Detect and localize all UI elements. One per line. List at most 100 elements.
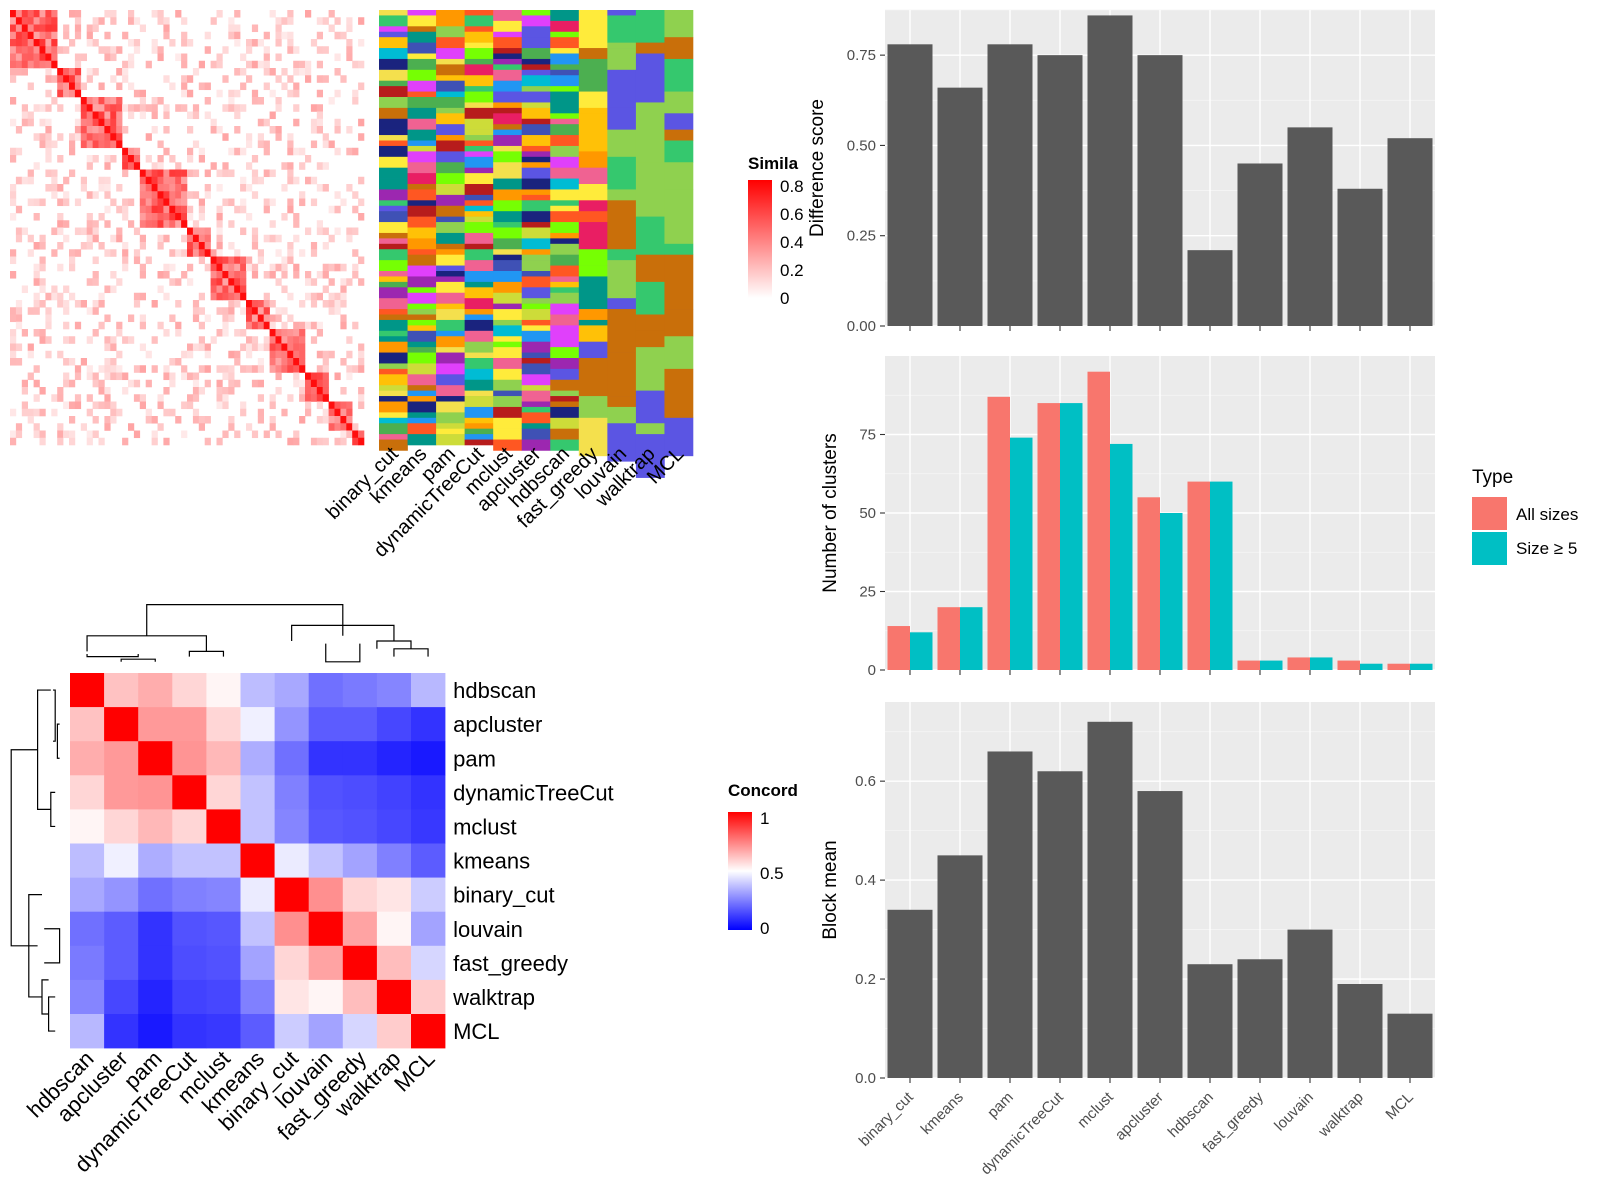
similarity-cell: [187, 191, 194, 199]
membership-cell: [436, 15, 465, 27]
similarity-cell: [63, 379, 70, 388]
concordance-cell: [376, 843, 412, 878]
similarity-cell: [15, 205, 23, 214]
similarity-cell: [157, 401, 164, 410]
similarity-cell: [169, 205, 176, 214]
similarity-cell: [293, 358, 300, 366]
similarity-cell: [27, 82, 34, 91]
membership-cell: [379, 37, 408, 49]
similarity-cell: [305, 408, 312, 417]
similarity-cell: [163, 147, 170, 156]
membership-cell: [379, 26, 408, 33]
similarity-cell: [92, 191, 99, 199]
similarity-cell: [10, 46, 17, 54]
similarity-cell: [187, 147, 194, 156]
similarity-cell: [281, 365, 288, 373]
membership-cell: [550, 417, 580, 429]
similarity-cell: [346, 234, 353, 243]
membership-cell: [464, 260, 494, 272]
similarity-cell: [63, 307, 70, 315]
membership-cell: [407, 64, 437, 71]
similarity-cell: [86, 31, 93, 40]
similarity-cell: [181, 350, 188, 359]
similarity-cell: [334, 416, 341, 424]
concordance-cell: [274, 877, 309, 912]
similarity-cell: [145, 220, 152, 228]
similarity-cell: [346, 184, 353, 192]
similarity-cell: [210, 278, 217, 286]
y-tick-label: 0.6: [855, 773, 876, 790]
similarity-cell: [187, 343, 194, 352]
similarity-cell: [151, 205, 158, 214]
bar: [1360, 663, 1383, 670]
dendrogram-branch: [56, 723, 60, 759]
similarity-cell: [275, 133, 282, 141]
similarity-cell: [33, 53, 40, 62]
similarity-cell: [128, 220, 135, 228]
bar: [1137, 497, 1160, 670]
similarity-cell: [104, 111, 111, 120]
similarity-cell: [133, 39, 141, 47]
similarity-cell: [246, 423, 253, 431]
membership-cell: [493, 69, 523, 81]
membership-cell: [464, 298, 494, 310]
membership-cell: [436, 205, 465, 217]
concordance-top-dendrogram: [86, 604, 429, 663]
similarity-cell: [192, 227, 200, 236]
membership-cell: [379, 298, 408, 310]
similarity-cell: [222, 292, 229, 301]
concordance-cell: [240, 911, 275, 947]
similarity-cell: [86, 278, 93, 286]
membership-cell: [521, 303, 551, 310]
similarity-cell: [216, 437, 223, 446]
similarity-cell: [228, 271, 235, 279]
concordance-cell: [342, 775, 378, 810]
membership-cell: [407, 107, 437, 120]
similarity-cell: [145, 133, 152, 141]
bar: [1387, 663, 1410, 670]
similarity-cell: [328, 408, 335, 417]
similarity-cell: [322, 133, 329, 141]
membership-cell: [464, 42, 494, 49]
similarity-cell: [157, 213, 164, 221]
membership-cell: [464, 31, 494, 43]
similarity-cell: [287, 205, 294, 214]
similarity-cell: [181, 372, 188, 381]
similarity-cell: [204, 379, 211, 388]
similarity-cell: [198, 249, 205, 257]
similarity-cell: [92, 307, 99, 315]
similarity-cell: [128, 423, 135, 431]
similarity-cell: [175, 104, 182, 112]
membership-cell: [379, 232, 408, 239]
similarity-cell: [104, 416, 111, 424]
similarity-cell: [346, 430, 353, 439]
membership-cell: [550, 20, 580, 33]
similarity-cell: [275, 234, 282, 243]
membership-cell: [550, 31, 580, 38]
similarity-cell: [210, 336, 217, 344]
similarity-cell: [27, 408, 34, 417]
similarity-cell: [15, 423, 23, 431]
similarity-cell: [275, 31, 282, 40]
similarity-cell: [128, 379, 135, 388]
membership-cell: [407, 31, 437, 43]
similarity-cell: [128, 162, 135, 170]
similarity-cell: [104, 249, 111, 257]
similarity-cell: [27, 234, 34, 243]
similarity-cell: [104, 118, 111, 127]
membership-cell: [550, 238, 580, 245]
similarity-cell: [251, 307, 259, 315]
similarity-cell: [210, 17, 217, 25]
similarity-cell: [228, 300, 235, 308]
similarity-cell: [328, 300, 335, 308]
membership-cell: [407, 97, 437, 109]
similarity-cell: [263, 68, 270, 76]
membership-cell: [464, 216, 494, 223]
similarity-cell: [246, 140, 253, 149]
similarity-cell: [33, 423, 40, 431]
similarity-cell: [293, 118, 300, 127]
similarity-cell: [74, 104, 82, 112]
similarity-cell: [204, 46, 211, 54]
similarity-legend-tick: 0.6: [780, 205, 804, 224]
membership-cell: [635, 254, 665, 283]
